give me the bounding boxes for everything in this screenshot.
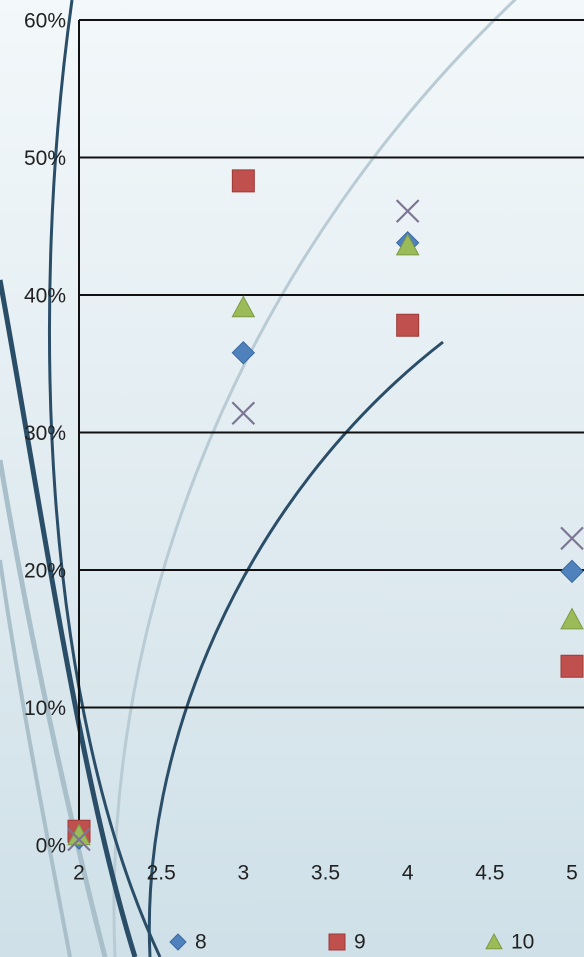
y-tick-label: 40% xyxy=(24,285,66,308)
point xyxy=(560,607,584,630)
deco-curve xyxy=(0,279,138,957)
y-tick-label: 10% xyxy=(24,697,66,720)
legend-marker xyxy=(485,932,503,950)
point xyxy=(231,401,256,426)
point xyxy=(396,313,420,337)
x-tick-label: 3 xyxy=(237,862,249,885)
x-tick-label: 4.5 xyxy=(475,862,504,885)
y-tick-label: 50% xyxy=(24,147,66,170)
point xyxy=(560,654,584,678)
decoration xyxy=(0,0,517,957)
point xyxy=(395,233,420,256)
y-tick-label: 0% xyxy=(36,835,66,858)
point xyxy=(67,827,91,852)
x-tick-label: 2 xyxy=(73,862,85,885)
legend-label: 10 xyxy=(511,931,534,954)
deco-curve xyxy=(112,0,517,957)
point xyxy=(395,199,420,223)
deco-curve xyxy=(47,0,162,957)
legend-marker xyxy=(169,933,187,951)
x-tick-label: 4 xyxy=(402,862,414,885)
point xyxy=(560,526,584,551)
point xyxy=(231,169,255,193)
x-tick-label: 3.5 xyxy=(311,862,340,885)
y-tick-label: 20% xyxy=(24,560,66,583)
point xyxy=(231,341,256,365)
point xyxy=(560,559,584,584)
legend-marker xyxy=(328,933,346,951)
legend-label: 9 xyxy=(354,931,366,954)
x-tick-label: 5 xyxy=(566,862,578,885)
point xyxy=(231,295,256,318)
deco-curve xyxy=(147,340,444,957)
legend-label: 8 xyxy=(195,931,207,954)
deco-curve xyxy=(0,559,72,957)
deco-curve xyxy=(0,459,108,957)
y-tick-label: 60% xyxy=(24,10,66,33)
x-tick-label: 2.5 xyxy=(147,862,176,885)
y-tick-label: 30% xyxy=(24,422,66,445)
